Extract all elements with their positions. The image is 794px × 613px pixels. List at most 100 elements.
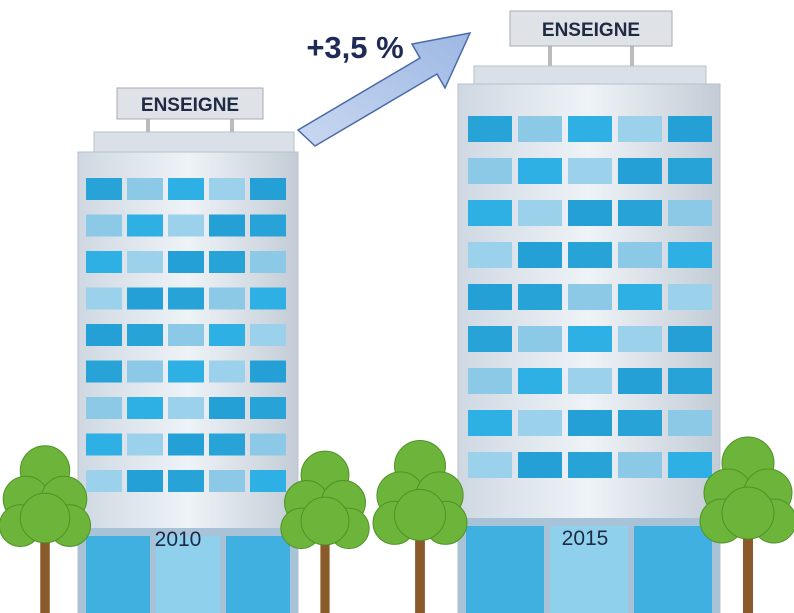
window bbox=[568, 410, 612, 436]
window bbox=[250, 470, 286, 492]
window bbox=[568, 452, 612, 478]
year-label: 2010 bbox=[155, 528, 202, 551]
window bbox=[518, 200, 562, 226]
window bbox=[668, 326, 712, 352]
year-label: 2015 bbox=[562, 527, 609, 550]
window bbox=[127, 324, 163, 346]
window bbox=[250, 434, 286, 456]
window bbox=[168, 288, 204, 310]
window bbox=[518, 116, 562, 142]
window bbox=[518, 158, 562, 184]
window bbox=[568, 284, 612, 310]
window bbox=[86, 361, 122, 383]
trunk bbox=[40, 537, 50, 613]
window bbox=[568, 326, 612, 352]
window bbox=[518, 452, 562, 478]
illustration: ENSEIGNE 2010 ENSEIGNE 2015 +3,5 % bbox=[0, 0, 794, 613]
window bbox=[250, 215, 286, 237]
window bbox=[127, 470, 163, 492]
window bbox=[209, 251, 245, 273]
window bbox=[209, 361, 245, 383]
sign-text: ENSEIGNE bbox=[141, 95, 239, 116]
window bbox=[468, 242, 512, 268]
window bbox=[250, 361, 286, 383]
window bbox=[618, 116, 662, 142]
window bbox=[86, 470, 122, 492]
window bbox=[518, 284, 562, 310]
window bbox=[618, 368, 662, 394]
window bbox=[127, 251, 163, 273]
window bbox=[86, 397, 122, 419]
window bbox=[127, 397, 163, 419]
window bbox=[86, 288, 122, 310]
window bbox=[209, 215, 245, 237]
window bbox=[668, 158, 712, 184]
window bbox=[209, 324, 245, 346]
window bbox=[618, 158, 662, 184]
window bbox=[468, 284, 512, 310]
window bbox=[209, 470, 245, 492]
window bbox=[468, 326, 512, 352]
window bbox=[468, 452, 512, 478]
window bbox=[86, 324, 122, 346]
window bbox=[209, 397, 245, 419]
window bbox=[668, 368, 712, 394]
window bbox=[568, 158, 612, 184]
tree bbox=[0, 446, 91, 613]
window bbox=[668, 284, 712, 310]
window bbox=[468, 116, 512, 142]
window bbox=[250, 288, 286, 310]
window bbox=[250, 324, 286, 346]
foliage bbox=[395, 490, 446, 541]
window bbox=[250, 251, 286, 273]
window bbox=[209, 434, 245, 456]
window bbox=[568, 368, 612, 394]
window bbox=[168, 324, 204, 346]
window bbox=[668, 200, 712, 226]
window bbox=[209, 178, 245, 200]
window bbox=[468, 158, 512, 184]
window bbox=[668, 410, 712, 436]
window bbox=[127, 288, 163, 310]
tree bbox=[373, 441, 467, 613]
window bbox=[518, 410, 562, 436]
window bbox=[468, 410, 512, 436]
window bbox=[518, 242, 562, 268]
window bbox=[668, 452, 712, 478]
window bbox=[618, 200, 662, 226]
window bbox=[618, 410, 662, 436]
window bbox=[86, 434, 122, 456]
window bbox=[618, 452, 662, 478]
window bbox=[127, 434, 163, 456]
window bbox=[468, 200, 512, 226]
window bbox=[168, 470, 204, 492]
window bbox=[618, 242, 662, 268]
window bbox=[568, 200, 612, 226]
window bbox=[86, 178, 122, 200]
window bbox=[250, 397, 286, 419]
window bbox=[168, 215, 204, 237]
window bbox=[168, 178, 204, 200]
growth-label: +3,5 % bbox=[306, 30, 403, 65]
window bbox=[618, 326, 662, 352]
window bbox=[168, 361, 204, 383]
window bbox=[568, 116, 612, 142]
window bbox=[127, 215, 163, 237]
foliage bbox=[722, 487, 774, 539]
window bbox=[468, 368, 512, 394]
window bbox=[86, 215, 122, 237]
building-2010: ENSEIGNE 2010 bbox=[78, 88, 298, 613]
window bbox=[518, 326, 562, 352]
foliage bbox=[301, 497, 349, 545]
window bbox=[168, 397, 204, 419]
window bbox=[168, 434, 204, 456]
trunk bbox=[415, 535, 425, 613]
window bbox=[250, 178, 286, 200]
window bbox=[127, 361, 163, 383]
window bbox=[86, 251, 122, 273]
window bbox=[209, 288, 245, 310]
window bbox=[668, 242, 712, 268]
trunk bbox=[320, 539, 329, 613]
window bbox=[168, 251, 204, 273]
window bbox=[518, 368, 562, 394]
